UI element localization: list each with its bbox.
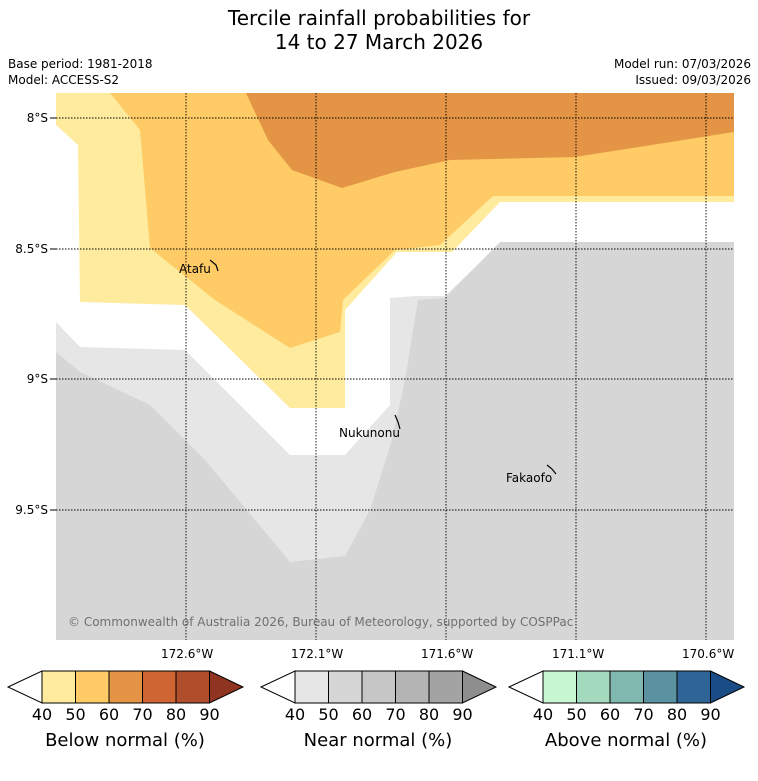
colorbar-near-tick-70: 70 [385,705,406,724]
colorbar-above-tick-70: 70 [633,705,654,724]
colorbar-near-tick-60: 60 [351,705,373,724]
colorbar-above-tick-40: 40 [532,705,554,724]
base-period: Base period: 1981-2018 [8,57,153,71]
below-normal-50-region [110,93,734,348]
place-label-atafu: Atafu [179,262,211,276]
colorbar-near-swatch-4 [395,670,430,704]
colorbar-near-title: Near normal (%) [303,730,453,751]
map-area [56,93,734,640]
colorbar-near-tick-40: 40 [284,705,306,724]
lon-label-172-1: 172.1°W [291,647,344,661]
place-label-nukunonu: Nukunonu [339,426,400,440]
near-normal-50-region [56,242,734,640]
model-name: Model: ACCESS-S2 [8,73,120,87]
lat-ticks [50,117,56,511]
lon-label-171-1: 171.1°W [552,647,605,661]
colorbar-below-tick-90: 90 [199,705,220,724]
colorbar-below-swatch-1 [41,670,76,704]
colorbar-below-tick-60: 60 [98,705,120,724]
lon-label-172-6: 172.6°W [161,647,214,661]
gridlines [56,93,734,640]
issued-date: Issued: 09/03/2026 [635,73,751,87]
colorbar-near-lower-arrow [259,670,296,704]
lon-label-171-6: 171.6°W [421,647,474,661]
colorbar-above-tick-50: 50 [566,705,587,724]
colorbar-below-swatch-5 [175,670,210,704]
place-label-fakaofo: Fakaofo [506,471,552,485]
colorbar-below-normal [6,670,245,704]
colorbar-near-upper-arrow [462,670,498,704]
colorbar-above-tick-90: 90 [700,705,721,724]
colorbar-near-tick-90: 90 [452,705,473,724]
colorbar-below-lower-arrow [6,670,43,704]
lat-label-8: 8°S [27,111,48,125]
colorbar-below-tick-40: 40 [31,705,53,724]
below-normal-60-region [246,93,734,188]
colorbar-above-upper-arrow [710,670,746,704]
fakaofo-outline [546,464,557,475]
colorbar-near-swatch-2 [328,670,363,704]
colorbar-above-swatch-4 [643,670,678,704]
model-run: Model run: 07/03/2026 [613,57,751,71]
colorbar-above-tick-80: 80 [666,705,688,724]
colorbar-below-swatch-2 [75,670,110,704]
colorbar-below-swatch-4 [142,670,177,704]
colorbar-above-lower-arrow [507,670,544,704]
colorbar-above-tick-60: 60 [599,705,621,724]
colorbar-near-normal [259,670,498,704]
colorbar-near-swatch-3 [361,670,396,704]
colorbar-near-swatch-5 [428,670,463,704]
colorbar-near-tick-80: 80 [418,705,440,724]
title-line-2: 14 to 27 March 2026 [274,30,484,54]
colorbar-below-title: Below normal (%) [45,730,205,751]
lat-label-9-5: 9.5°S [15,503,48,517]
title-line-1: Tercile rainfall probabilities for [227,6,531,30]
colorbar-above-swatch-3 [609,670,644,704]
colorbar-above-normal [507,670,746,704]
colorbar-below-tick-80: 80 [165,705,187,724]
atoll-outlines [209,259,557,475]
colorbar-above-swatch-2 [576,670,611,704]
atafu-outline [209,259,219,272]
lon-label-170-6: 170.6°W [682,647,735,661]
nukunonu-outline [394,414,401,430]
lat-label-9: 9°S [27,372,48,386]
colorbar-above-swatch-5 [676,670,711,704]
colorbar-above-title: Above normal (%) [544,730,708,751]
colorbar-near-swatch-1 [294,670,329,704]
colorbar-below-tick-70: 70 [132,705,153,724]
lat-label-8-5: 8.5°S [15,242,48,256]
copyright-notice: © Commonwealth of Australia 2026, Bureau… [68,615,573,629]
colorbar-below-upper-arrow [209,670,245,704]
colorbar-above-swatch-1 [542,670,577,704]
colorbar-below-swatch-3 [108,670,143,704]
colorbar-near-tick-50: 50 [318,705,339,724]
colorbar-below-tick-50: 50 [65,705,86,724]
